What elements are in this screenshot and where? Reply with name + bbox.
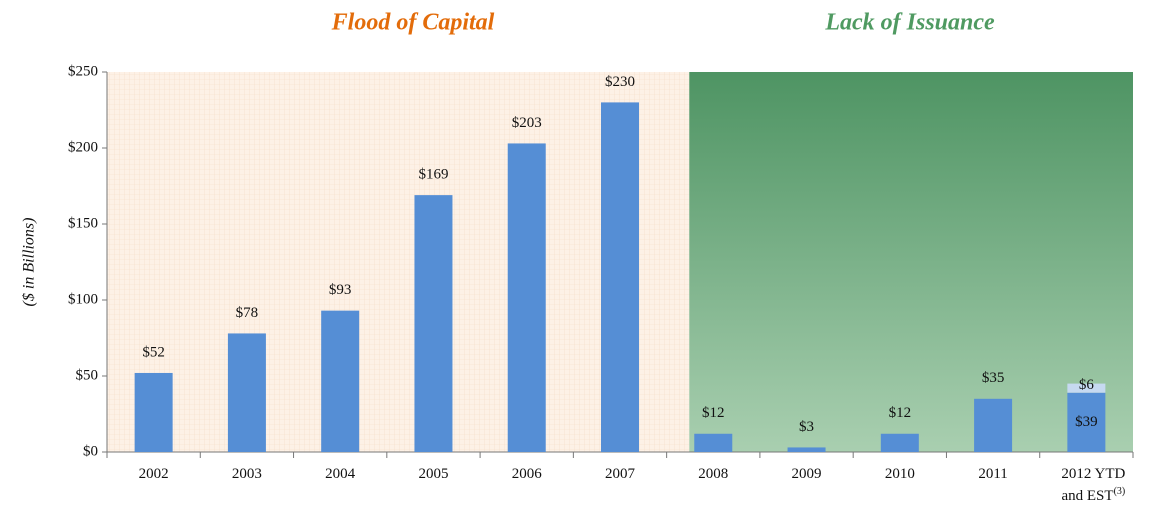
footnote-marker: (3) [1113,486,1126,497]
category: 2008 [698,466,729,482]
x-tick-label-text: 2011 [948,466,1038,483]
x-tick-label: 2003 [202,466,292,483]
value-label: $78 [236,305,259,321]
x-tick-label-text: 2010 [855,466,945,483]
category: 2005 [418,466,449,482]
category: 2010 [884,466,915,482]
bar [321,310,360,452]
y-tick-label: $0 [83,443,98,459]
y-tick-label: $250 [68,63,98,79]
y-tick-label: $100 [68,291,98,307]
x-tick-label: 2008 [668,466,758,483]
region-background [107,72,690,452]
x-tick-label: 2002 [109,466,199,483]
value-label: $169 [418,167,448,183]
category: 2009 [791,466,822,482]
x-tick-label: 2006 [482,466,572,483]
x-tick-label: 2004 [295,466,385,483]
region-title: Lack of Issuance [824,10,995,36]
category: 2006 [511,466,542,482]
category: 2011 [978,466,1008,482]
x-tick-label: 2012 YTD and EST(3) [1041,466,1131,505]
value-label: $12 [889,405,912,421]
x-tick-label-text: 2002 [109,466,199,483]
value-label: $203 [512,115,542,131]
x-tick-label: 2011 [948,466,1038,483]
category: 2002 [138,466,169,482]
x-tick-label-text: 2008 [668,466,758,483]
bar [601,102,639,453]
value-label: $230 [605,74,635,90]
bar [694,433,733,452]
bar [507,143,546,452]
bar [414,195,453,452]
value-label: $12 [702,405,725,421]
x-tick-label: 2010 [855,466,945,483]
value-label: $35 [982,370,1005,386]
value-label: $39 [1075,414,1098,430]
bar [227,333,266,452]
value-label: $3 [799,419,814,435]
y-axis-label: ($ in Billions) [21,218,38,307]
y-tick-label: $150 [68,215,98,231]
bar [1067,383,1106,393]
x-tick-label: 2005 [388,466,478,483]
y-tick-label: $50 [76,367,99,383]
x-tick-label-text: 2004 [295,466,385,483]
value-label: $52 [142,344,165,360]
bar [787,447,826,452]
x-tick-label-text: 2009 [762,466,852,483]
x-tick-label: 2009 [762,466,852,483]
bar [134,372,173,452]
bar [880,433,919,452]
x-tick-label-text: 2007 [575,466,665,483]
value-label: $6 [1079,377,1095,393]
value-label: $93 [329,282,352,298]
bar [974,398,1013,452]
region-background [689,72,1133,452]
region-title: Flood of Capital [331,10,495,36]
category: 2007 [605,466,635,482]
bar [1067,392,1106,452]
category: 2003 [231,466,262,482]
x-tick-label-text: 2005 [388,466,478,483]
category: 2004 [325,466,356,482]
category: 2012 YTD and EST [1061,466,1126,504]
x-tick-label-text: 2006 [482,466,572,483]
x-tick-label-text: 2012 YTD and EST(3) [1041,466,1131,505]
y-tick-label: $200 [68,139,98,155]
x-tick-label-text: 2003 [202,466,292,483]
x-tick-label: 2007 [575,466,665,483]
